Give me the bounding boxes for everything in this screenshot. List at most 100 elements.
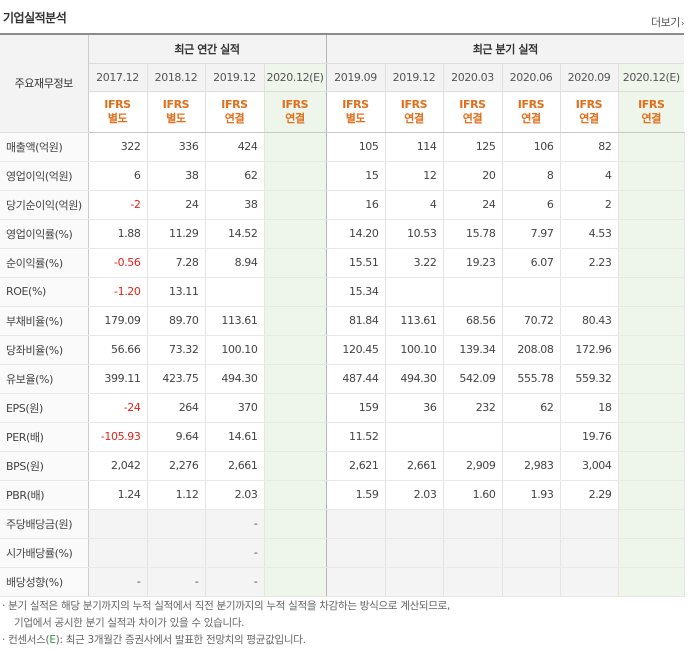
table-cell: 3,004	[560, 451, 619, 481]
table-cell	[147, 538, 206, 568]
table-cell	[443, 277, 503, 307]
table-cell	[618, 567, 685, 597]
table-cell	[264, 218, 327, 249]
table-cell: 18	[560, 392, 619, 423]
row-label: 배당성향(%)	[0, 567, 89, 597]
consensus-e-mark: E	[49, 634, 56, 646]
table-cell	[560, 508, 619, 539]
table-cell	[618, 132, 685, 162]
table-cell	[385, 538, 444, 568]
table-cell: 7.97	[502, 218, 561, 249]
row-label: 주당배당금(원)	[0, 508, 89, 539]
row-label: 영업이익(억원)	[0, 161, 89, 191]
row-label: ROE(%)	[0, 277, 89, 307]
table-row: 영업이익(억원) 6 38 62 15 12 20 8 4	[0, 161, 685, 191]
table-cell: 120.45	[326, 335, 386, 365]
table-cell	[560, 567, 619, 597]
table-cell: 2,621	[326, 451, 386, 481]
table-cell	[618, 305, 685, 336]
financial-summary-table: 주요재무정보 최근 연간 실적 최근 분기 실적 2017.12 2018.12 2…	[0, 33, 685, 597]
row-label: 부채비율(%)	[0, 305, 89, 336]
table-cell: 2,042	[88, 451, 148, 481]
table-cell	[264, 392, 327, 423]
table-cell: 423.75	[147, 364, 206, 394]
table-cell: 487.44	[326, 364, 386, 394]
table-cell: 1.24	[88, 480, 148, 510]
table-cell	[385, 277, 444, 307]
table-cell: 4.53	[560, 218, 619, 249]
table-cell	[618, 248, 685, 278]
table-row: 순이익률(%) -0.56 7.28 8.94 15.51 3.22 19.23 6.07 2.…	[0, 248, 685, 278]
table-cell	[618, 422, 685, 452]
section-title: 기업실적분석	[3, 11, 67, 25]
table-cell	[264, 567, 327, 597]
table-cell: 82	[560, 132, 619, 162]
chevron-right-icon: ›	[680, 19, 685, 29]
basis-standard: IFRS	[104, 97, 131, 111]
table-cell	[326, 508, 386, 539]
accounting-basis-header: IFRS 연결	[443, 91, 503, 133]
accounting-basis-header: IFRS 연결	[205, 91, 265, 133]
table-cell: 105	[326, 132, 386, 162]
table-row: ROE(%) -1.20 13.11 15.34	[0, 277, 685, 307]
table-cell: 2,909	[443, 451, 503, 481]
table-cell	[326, 567, 386, 597]
period-header: 2020.12(E)	[264, 63, 327, 92]
table-cell: -105.93	[88, 422, 148, 452]
table-row: PER(배) -105.93 9.64 14.61 11.52 19.76	[0, 422, 685, 452]
table-cell	[88, 508, 148, 539]
table-row: 시가배당률(%) -	[0, 538, 685, 568]
table-cell: 15.78	[443, 218, 503, 249]
table-cell: 494.30	[205, 364, 265, 394]
period-header: 2018.12	[147, 63, 206, 92]
row-label: 매출액(억원)	[0, 132, 89, 162]
basis-scope: 연결	[462, 111, 483, 125]
table-cell: 139.34	[443, 335, 503, 365]
more-link[interactable]: 더보기›	[651, 14, 685, 30]
row-label: 당좌비율(%)	[0, 335, 89, 365]
table-cell: 1.59	[326, 480, 386, 510]
table-cell: 14.52	[205, 218, 265, 249]
table-cell: 11.52	[326, 422, 386, 452]
table-cell	[326, 538, 386, 568]
table-cell: 38	[205, 190, 265, 220]
table-cell	[502, 277, 561, 307]
table-cell: 62	[205, 161, 265, 191]
table-cell: 559.32	[560, 364, 619, 394]
table-cell: 62	[502, 392, 561, 423]
table-cell: 38	[147, 161, 206, 191]
basis-standard: IFRS	[162, 97, 190, 111]
table-cell	[618, 392, 685, 423]
table-cell: -	[147, 567, 206, 597]
table-cell: 9.64	[147, 422, 206, 452]
table-cell: 24	[147, 190, 206, 220]
table-cell: 73.32	[147, 335, 206, 365]
basis-standard: IFRS	[638, 97, 665, 111]
table-cell: -	[205, 538, 265, 568]
table-cell	[618, 190, 685, 220]
table-cell	[443, 508, 503, 539]
table-row: EPS(원) -24 264 370 159 36 232 62 18	[0, 392, 685, 423]
table-cell: 2,661	[205, 451, 265, 481]
table-cell: 6.07	[502, 248, 561, 278]
table-row: 매출액(억원) 322 336 424 105 114 125 106 82	[0, 132, 685, 162]
table-cell: 15.34	[326, 277, 386, 307]
accounting-basis-header: IFRS 별도	[147, 91, 206, 133]
table-cell: 2.03	[205, 480, 265, 510]
table-cell: 179.09	[88, 305, 148, 336]
basis-standard: IFRS	[575, 97, 603, 111]
table-cell	[618, 277, 685, 307]
table-cell: 6	[502, 190, 561, 220]
more-label: 더보기	[651, 16, 680, 29]
footnote-quarterly: · 분기 실적은 해당 분기까지의 누적 실적에서 직전 분기까지의 누적 실적…	[2, 600, 451, 612]
table-cell	[385, 422, 444, 452]
basis-standard: IFRS	[221, 97, 248, 111]
table-row: 유보율(%) 399.11 423.75 494.30 487.44 494.30 542.…	[0, 364, 685, 394]
table-cell: 555.78	[502, 364, 561, 394]
table-cell: 100.10	[385, 335, 444, 365]
table-cell: 232	[443, 392, 503, 423]
corner-label: 주요재무정보	[0, 34, 89, 133]
table-cell: 15	[326, 161, 386, 191]
row-label: 시가배당률(%)	[0, 538, 89, 568]
table-cell	[264, 277, 327, 307]
